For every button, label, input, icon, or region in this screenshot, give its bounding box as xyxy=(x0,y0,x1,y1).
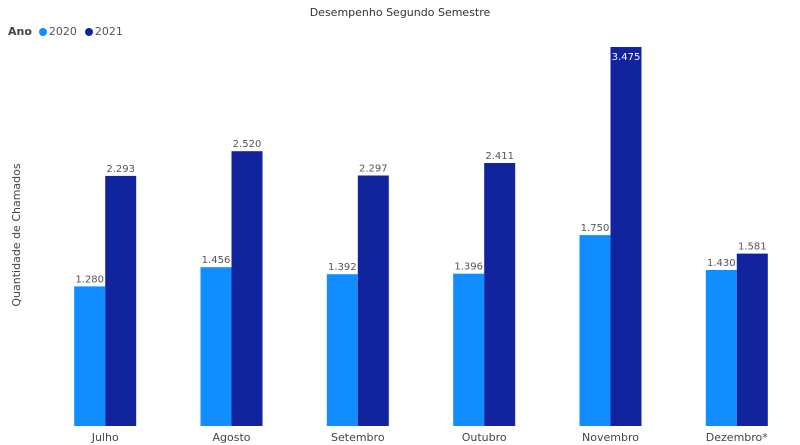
y-axis-label: Quantidade de Chamados xyxy=(10,163,23,306)
bars-group: 1.280 2.293 Julho 1.456 2.520 Agosto 1.392 2.29… xyxy=(74,47,768,444)
legend-label-2020: 2020 xyxy=(48,25,77,38)
x-tick-label-Dezembro: Dezembro* xyxy=(706,431,768,444)
x-tick-label-Outubro: Outubro xyxy=(462,431,507,444)
data-label-2020-Setembro: 1.392 xyxy=(328,262,357,273)
chart-title: Desempenho Segundo Semestre xyxy=(309,6,491,19)
data-label-2021-Novembro: 3.475 xyxy=(612,52,641,63)
data-label-2021-Julho: 2.293 xyxy=(106,164,135,175)
x-tick-label-Novembro: Novembro xyxy=(582,431,639,444)
bar-2021-Agosto[interactable] xyxy=(231,151,263,426)
data-label-2020-Outubro: 1.396 xyxy=(454,262,483,273)
bar-2021-Julho[interactable] xyxy=(105,175,137,426)
bar-2020-Dezembro[interactable] xyxy=(705,270,737,426)
x-tick-label-Agosto: Agosto xyxy=(212,431,250,444)
legend-marker-2021 xyxy=(84,27,93,36)
bar-2020-Novembro[interactable] xyxy=(579,235,611,426)
data-label-2021-Dezembro: 1.581 xyxy=(738,242,767,253)
data-label-2020-Julho: 1.280 xyxy=(75,274,104,285)
data-label-2021-Outubro: 2.411 xyxy=(485,151,514,162)
legend-marker-2020 xyxy=(38,27,47,36)
x-tick-label-Setembro: Setembro xyxy=(331,431,385,444)
x-tick-label-Julho: Julho xyxy=(91,431,119,444)
data-label-2020-Agosto: 1.456 xyxy=(202,255,231,266)
legend-title: Ano xyxy=(8,25,32,38)
bar-2021-Outubro[interactable] xyxy=(484,163,516,426)
legend-label-2021: 2021 xyxy=(94,25,123,38)
data-label-2020-Dezembro: 1.430 xyxy=(707,258,736,269)
bar-2020-Julho[interactable] xyxy=(74,286,106,426)
bar-2021-Dezembro[interactable] xyxy=(736,253,768,426)
bar-2020-Outubro[interactable] xyxy=(453,273,485,426)
bar-2020-Setembro[interactable] xyxy=(326,274,358,426)
data-label-2021-Setembro: 2.297 xyxy=(359,164,388,175)
bar-2021-Setembro[interactable] xyxy=(357,175,389,427)
data-label-2020-Novembro: 1.750 xyxy=(581,223,610,234)
legend-entry-2021[interactable]: 2021 xyxy=(84,25,123,38)
bar-2021-Novembro[interactable] xyxy=(610,47,642,426)
data-label-2021-Agosto: 2.520 xyxy=(233,139,262,150)
legend: Ano 2020 2021 xyxy=(8,25,127,38)
legend-entry-2020[interactable]: 2020 xyxy=(38,25,77,38)
bar-2020-Agosto[interactable] xyxy=(200,267,232,426)
